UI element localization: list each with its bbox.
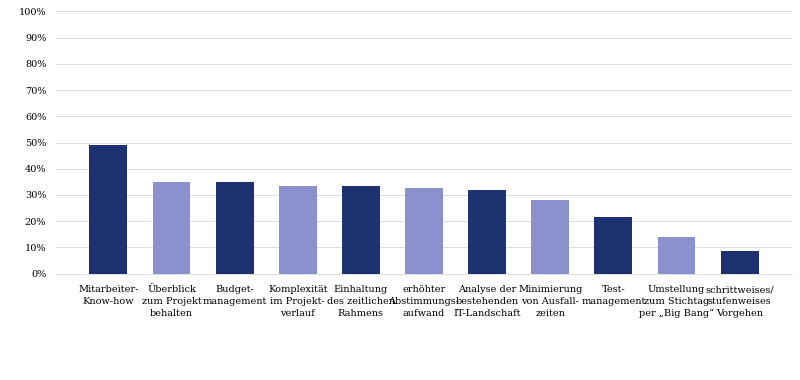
Bar (658, 237, 695, 274)
Bar (594, 217, 632, 274)
Bar (342, 186, 380, 274)
Bar (531, 200, 569, 274)
Bar (721, 251, 758, 274)
Bar (279, 186, 317, 274)
Bar (216, 182, 254, 274)
Bar (90, 145, 127, 274)
Bar (405, 188, 443, 274)
Bar (468, 190, 506, 274)
Bar (153, 182, 190, 274)
